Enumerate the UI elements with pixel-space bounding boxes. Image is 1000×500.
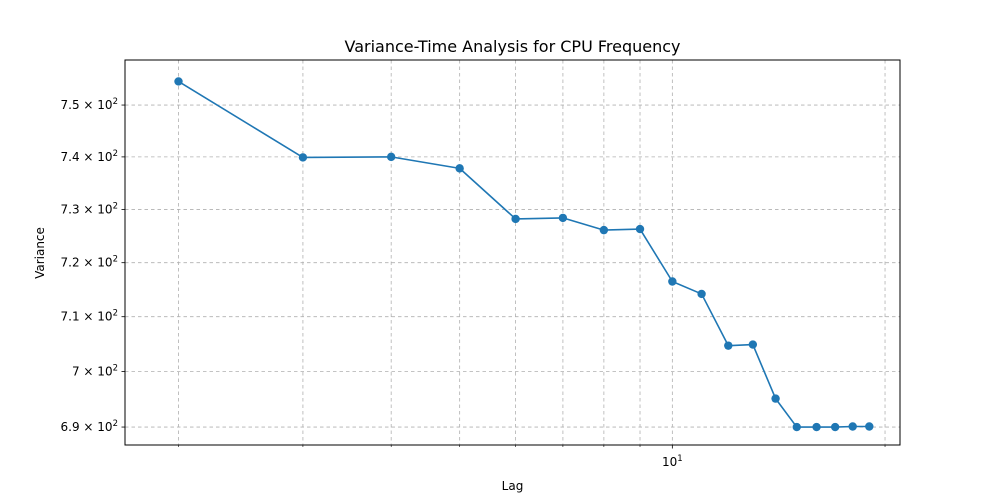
data-point [298, 153, 308, 162]
data-point [771, 394, 780, 403]
data-point [635, 224, 645, 234]
y-tick-label: 7.3 × 102 [61, 201, 118, 216]
y-axis-label: Variance [33, 227, 47, 279]
data-point [174, 77, 183, 86]
plot-frame [124, 59, 901, 446]
chart-title: Variance-Time Analysis for CPU Frequency [344, 37, 680, 56]
y-tick-label: 7.1 × 102 [61, 309, 118, 324]
data-point [697, 289, 706, 299]
data-point [812, 422, 821, 432]
y-tick-label: 7.2 × 102 [61, 255, 118, 270]
x-axis-label: Lag [502, 479, 524, 493]
data-point [558, 213, 568, 223]
data-point [386, 152, 396, 162]
data-point [668, 277, 677, 286]
data-point [865, 422, 874, 431]
y-tick-label: 7.4 × 102 [61, 149, 118, 164]
data-point [511, 214, 520, 224]
axis-ticks: 6.9 × 102 7 × 102 7.1 × 102 7.2 × 102 7.3 × … [61, 97, 886, 469]
data-series [174, 77, 874, 432]
y-tick-label: 7 × 102 [72, 363, 118, 378]
grid-lines [125, 60, 900, 445]
y-tick-label: 6.9 × 102 [61, 419, 118, 434]
y-tick-label: 7.5 × 102 [61, 97, 118, 112]
data-point [848, 422, 857, 431]
data-point [792, 422, 801, 432]
data-point [724, 341, 733, 350]
data-point [748, 340, 758, 349]
data-point [830, 422, 840, 432]
x-tick-label: 101 [662, 454, 683, 469]
data-point [455, 164, 464, 173]
data-point [599, 225, 609, 235]
